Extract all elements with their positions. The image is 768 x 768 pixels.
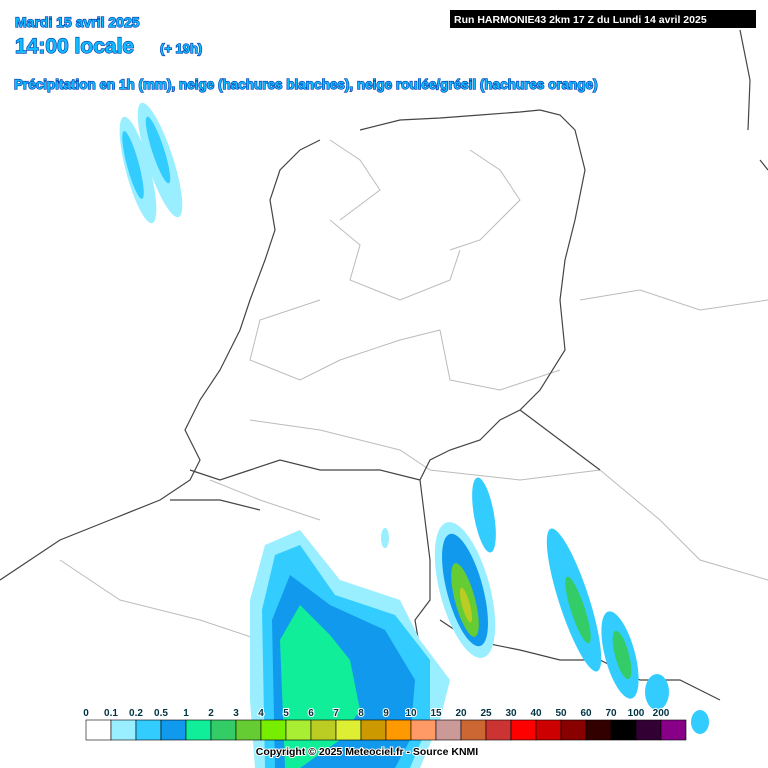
legend-swatch (660, 719, 687, 741)
legend-tick: 25 (480, 708, 492, 719)
legend-swatch (160, 719, 187, 741)
legend-tick: 0.1 (104, 708, 118, 719)
legend-swatch (260, 719, 287, 741)
legend-tick: 6 (308, 708, 314, 719)
legend-tick: 60 (580, 708, 592, 719)
legend-tick: 7 (333, 708, 339, 719)
legend: 0 0.1 0.2 0.5 1 2 3 4 5 6 7 8 9 10 15 20 25 30 40 50 60 70 100… (82, 707, 687, 741)
subtitle: Précipitation en 1h (mm), neige (hachure… (14, 77, 598, 92)
copyright: Copyright © 2025 Meteociel.fr - Source K… (256, 746, 479, 758)
legend-swatch (485, 719, 512, 741)
date: Mardi 15 avril 2025 (15, 14, 140, 30)
run-box (450, 10, 756, 28)
run-info: Run HARMONIE43 2km 17 Z du Lundi 14 avri… (454, 14, 707, 26)
legend-swatch (535, 719, 562, 741)
legend-swatch (310, 719, 337, 741)
legend-tick: 40 (530, 708, 542, 719)
legend-tick: 4 (258, 708, 264, 719)
legend-tick: 100 (628, 708, 645, 719)
legend-swatch (235, 719, 262, 741)
legend-tick: 5 (283, 708, 289, 719)
legend-tick: 3 (233, 708, 239, 719)
legend-tick: 9 (383, 708, 389, 719)
legend-tick: 50 (555, 708, 567, 719)
legend-tick: 0 (83, 708, 89, 719)
legend-swatch (510, 719, 537, 741)
legend-tick: 0.5 (154, 708, 168, 719)
legend-tick: 30 (505, 708, 517, 719)
legend-swatch (110, 719, 137, 741)
legend-swatch (635, 719, 662, 741)
lead-time: (+ 19h) (160, 41, 202, 56)
legend-swatch (360, 719, 387, 741)
legend-swatch (185, 719, 212, 741)
legend-swatch (560, 719, 587, 741)
legend-tick: 2 (208, 708, 214, 719)
legend-swatch (435, 719, 462, 741)
legend-tick: 8 (358, 708, 364, 719)
legend-tick: 20 (455, 708, 467, 719)
legend-tick: 70 (605, 708, 617, 719)
legend-swatch (210, 719, 237, 741)
borders (0, 29, 768, 701)
legend-swatch (460, 719, 487, 741)
legend-swatch (385, 719, 412, 741)
time: 14:00 locale (15, 35, 134, 58)
legend-swatch (335, 719, 362, 741)
legend-swatch (85, 719, 112, 741)
legend-swatch (410, 719, 437, 741)
legend-tick: 200 (653, 708, 670, 719)
legend-swatch (135, 719, 162, 741)
legend-tick: 0.2 (129, 708, 143, 719)
legend-swatch (585, 719, 612, 741)
legend-tick: 10 (405, 708, 417, 719)
legend-swatch (285, 719, 312, 741)
legend-tick: 1 (183, 708, 189, 719)
legend-swatch (610, 719, 637, 741)
legend-tick: 15 (430, 708, 442, 719)
